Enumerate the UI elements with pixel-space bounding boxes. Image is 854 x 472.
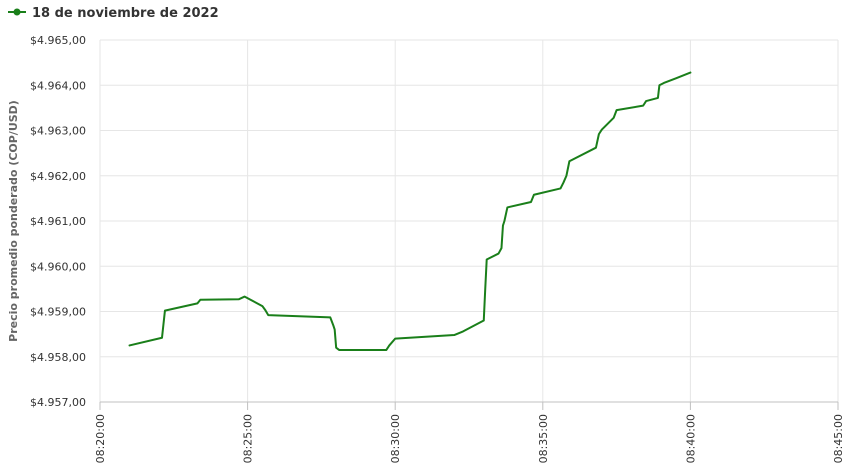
y-tick-label: $4.964,00 — [30, 79, 86, 92]
x-axis-ticks: 08:20:00 08:25:00 08:30:00 08:35:00 08:40:00… — [94, 402, 845, 463]
y-tick-label: $4.962,00 — [30, 170, 86, 183]
series-line[interactable] — [128, 71, 692, 351]
y-tick-label: $4.957,00 — [30, 396, 86, 409]
y-axis-ticks: $4.957,00 $4.958,00 $4.959,00 $4.960,00 $4.9… — [30, 34, 86, 409]
x-tick-label: 08:45:00 — [832, 414, 845, 463]
y-tick-label: $4.961,00 — [30, 215, 86, 228]
y-tick-label: $4.963,00 — [30, 125, 86, 138]
series-group — [128, 71, 692, 351]
y-tick-label: $4.965,00 — [30, 34, 86, 47]
y-tick-label: $4.958,00 — [30, 351, 86, 364]
legend-marker-dot — [13, 8, 21, 16]
legend-label: 18 de noviembre de 2022 — [32, 6, 219, 21]
y-axis-label: Precio promedio ponderado (COP/USD) — [7, 100, 20, 342]
grid — [99, 39, 839, 403]
y-tick-label: $4.959,00 — [30, 306, 86, 319]
x-tick-label: 08:20:00 — [94, 414, 107, 463]
legend[interactable]: 18 de noviembre de 2022 — [8, 6, 219, 21]
x-tick-label: 08:35:00 — [537, 414, 550, 463]
x-tick-label: 08:40:00 — [684, 414, 697, 463]
x-tick-label: 08:30:00 — [389, 414, 402, 463]
x-tick-label: 08:25:00 — [242, 414, 255, 463]
y-tick-label: $4.960,00 — [30, 260, 86, 273]
